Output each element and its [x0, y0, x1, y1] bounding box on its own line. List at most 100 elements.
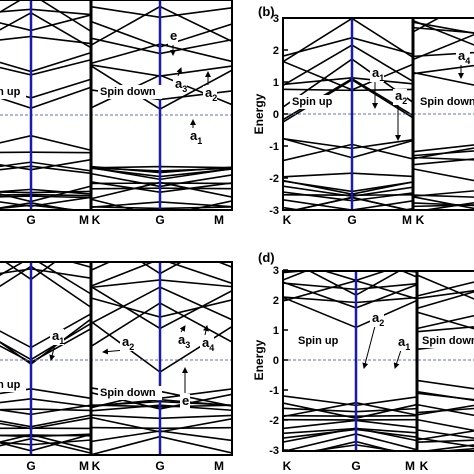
band [90, 426, 232, 430]
transition-arrow [362, 325, 376, 369]
band [283, 419, 418, 430]
spin-label-bg [418, 95, 474, 109]
annotation-base: a [190, 128, 198, 143]
band [420, 202, 474, 210]
y-tick-label: 0 [273, 355, 279, 367]
band [0, 204, 83, 210]
band [412, 156, 474, 161]
annotation-base: e [170, 28, 177, 43]
y-tick-label: 1 [273, 77, 279, 89]
annotation-base: a [398, 334, 406, 349]
x-tick-label: M [214, 213, 224, 227]
band [419, 444, 474, 451]
annotation: e [182, 393, 189, 408]
band [90, 206, 232, 210]
x-tick-label: K [420, 459, 429, 473]
annotation-base: e [182, 393, 189, 408]
band [433, 447, 474, 451]
annotation: e [170, 28, 177, 43]
spin-label-bg [98, 386, 162, 400]
x-tick-label: G [26, 459, 35, 473]
annotation-base: a [205, 85, 213, 100]
annotation-bg [370, 66, 384, 82]
annotation-bg [180, 394, 190, 410]
x-tick-label: M [402, 213, 412, 227]
spin-label: Spin down [100, 86, 156, 98]
band [412, 150, 474, 157]
band [0, 193, 92, 197]
band [90, 297, 232, 318]
annotation-bg [370, 311, 384, 327]
band [90, 435, 232, 455]
spin-label: Spin down [420, 96, 474, 108]
band [90, 285, 232, 330]
band [412, 19, 474, 46]
annotation-base: a [372, 310, 380, 325]
annotation: a1 [372, 65, 384, 83]
spin-label: Spin up [0, 86, 21, 98]
plot-frame [0, 0, 233, 211]
annotation-sub: 4 [209, 343, 214, 353]
band [90, 5, 232, 19]
spin-label: Spin down [422, 335, 474, 347]
band [283, 18, 414, 63]
annotation-sub: 2 [379, 318, 384, 328]
band [0, 151, 92, 154]
band [416, 311, 474, 330]
y-axis-label: Energy [252, 339, 266, 380]
band [0, 408, 92, 412]
annotation-sub: 3 [182, 84, 187, 94]
band [283, 60, 414, 91]
transition-arrow [49, 343, 56, 361]
spin-label: Spin up [0, 379, 21, 391]
band [0, 328, 92, 364]
band [412, 33, 474, 61]
y-tick-label: 3 [273, 265, 279, 277]
x-tick-label: G [347, 213, 356, 227]
band [0, 265, 92, 309]
band [0, 190, 92, 194]
annotation-base: a [175, 76, 183, 91]
band [283, 395, 418, 407]
annotation-bg [393, 89, 407, 105]
band [412, 144, 474, 153]
x-tick-label: G [26, 213, 35, 227]
band [416, 289, 474, 300]
annotation: a2 [122, 334, 134, 352]
x-tick-label: K [283, 459, 292, 473]
panel-label: (b) [258, 4, 275, 19]
band [90, 165, 232, 169]
annotation-bg [203, 86, 217, 102]
x-tick-label: G [351, 459, 360, 473]
annotation-base: a [395, 88, 403, 103]
band [90, 187, 232, 190]
y-tick-label: 2 [273, 295, 279, 307]
band [283, 172, 414, 178]
band [412, 190, 474, 198]
band [90, 262, 232, 271]
transition-arrow [393, 349, 402, 369]
panel [283, 260, 474, 451]
band [0, 8, 92, 16]
band [0, 262, 92, 295]
transition-arrow [176, 67, 183, 77]
spin-label-bg [290, 95, 338, 109]
band [322, 271, 388, 282]
band [0, 165, 92, 175]
annotation-base: a [372, 65, 380, 80]
band [412, 21, 474, 35]
annotation-bg [396, 335, 410, 351]
y-tick-label: -3 [269, 205, 279, 217]
band [416, 439, 474, 444]
annotation: a3 [175, 76, 187, 94]
band [90, 414, 232, 420]
panel [283, 18, 474, 210]
y-tick-label: -2 [269, 173, 279, 185]
band [417, 260, 474, 265]
annotation: a2 [395, 88, 407, 106]
x-tick-label: M [79, 459, 89, 473]
x-tick-label: M [405, 459, 415, 473]
annotation-sub: 2 [402, 96, 407, 106]
spin-label-bg [420, 334, 474, 348]
band [0, 134, 92, 152]
